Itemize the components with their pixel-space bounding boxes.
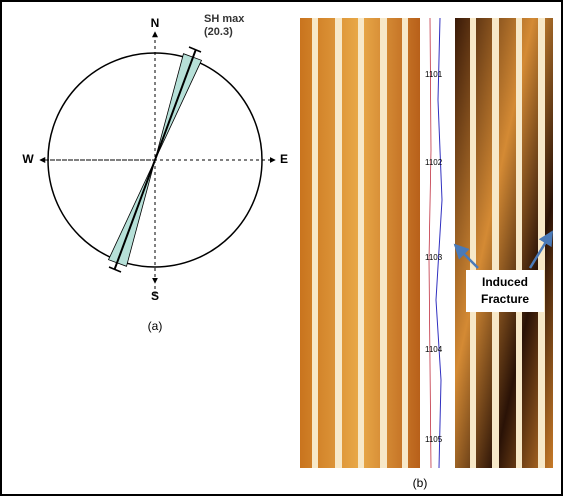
west-label: W: [22, 152, 34, 166]
borehole-image: 1101 1102 1103 1104 1105 Induced Fractur…: [300, 18, 553, 490]
depth-label: 1102: [425, 158, 443, 167]
sh-max-label: SH max: [204, 13, 245, 25]
figure: N S W E SH max (20.3) (a) 1101 1102 1103…: [0, 0, 563, 496]
depth-label: 1105: [425, 435, 443, 444]
depth-label: 1104: [425, 345, 443, 354]
annotation: Fracture: [481, 292, 529, 306]
log-track: [420, 18, 455, 468]
depth-label: 1103: [425, 253, 443, 262]
north-label: N: [151, 16, 160, 30]
caption: (b): [413, 476, 428, 490]
depth-label: 1101: [425, 70, 443, 79]
east-label: E: [280, 152, 288, 166]
annotation: Induced: [482, 275, 528, 289]
sh-max-value: (20.3): [204, 26, 233, 38]
south-label: S: [151, 289, 159, 303]
caption: (a): [148, 319, 163, 333]
